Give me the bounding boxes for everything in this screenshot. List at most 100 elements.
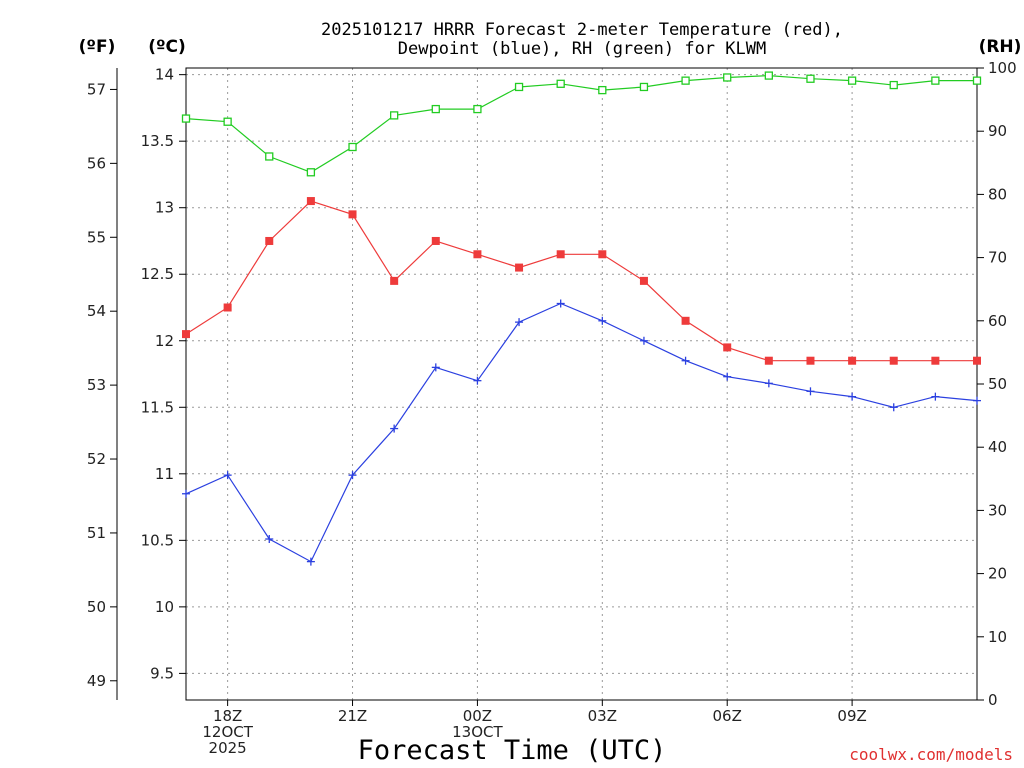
fahrenheit-tick-label: 55 <box>87 228 106 246</box>
fahrenheit-tick-label: 57 <box>87 80 106 98</box>
dewpoint-point <box>431 363 440 372</box>
fahrenheit-tick-label: 50 <box>87 598 106 616</box>
rh-tick-label: 20 <box>988 565 1007 583</box>
rh-point <box>639 82 649 92</box>
2-meter-temperature-point <box>265 236 274 245</box>
x-tick-label: 13OCT <box>452 723 503 741</box>
2-meter-temperature-point <box>681 316 690 325</box>
celsius-tick-label: 11 <box>155 465 174 483</box>
dewpoint-point <box>848 392 857 401</box>
rh-tick-label: 30 <box>988 501 1007 519</box>
2-meter-temperature-point <box>431 236 440 245</box>
rh-unit-label: (RH) <box>979 37 1022 57</box>
rh-point <box>473 104 482 114</box>
rh-point <box>514 82 524 92</box>
dewpoint-point <box>973 396 981 405</box>
rh-point <box>556 79 565 88</box>
rh-tick-label: 0 <box>988 691 998 709</box>
celsius-tick-label: 10 <box>155 598 174 616</box>
rh-point <box>265 152 274 161</box>
chart-title-line-2: Dewpoint (blue), RH (green) for KLWM <box>398 39 766 59</box>
celsius-tick-label: 13 <box>155 199 174 217</box>
x-tick-label: 2025 <box>209 739 247 757</box>
dewpoint-point <box>806 387 815 396</box>
2-meter-temperature-point <box>639 276 648 285</box>
rh-point <box>972 76 982 85</box>
dewpoint-point <box>390 424 399 433</box>
celsius-tick-label: 10.5 <box>141 531 174 549</box>
celsius-tick-label: 11.5 <box>141 398 174 416</box>
dewpoint-point <box>931 392 940 401</box>
x-tick-label: 21Z <box>338 707 367 725</box>
fahrenheit-tick-label: 56 <box>87 154 106 172</box>
celsius-tick-label: 14 <box>155 66 174 84</box>
dewpoint-point <box>889 403 898 412</box>
fahrenheit-tick-label: 51 <box>87 524 106 542</box>
rh-point <box>723 73 732 82</box>
x-axis-label: Forecast Time (UTC) <box>358 735 667 766</box>
2-meter-temperature-point <box>223 303 232 312</box>
x-tick-label: 12OCT <box>202 723 253 741</box>
rh-point <box>181 114 191 123</box>
fahrenheit-tick-label: 54 <box>87 302 106 320</box>
dewpoint-point <box>764 379 773 388</box>
rh-point <box>598 85 607 95</box>
rh-point <box>306 168 316 177</box>
source-credit: coolwx.com/models <box>849 745 1013 764</box>
2-meter-temperature-point <box>473 250 482 259</box>
2-meter-temperature-point <box>764 356 773 365</box>
rh-point <box>806 74 815 83</box>
chart-title-line-1: 2025101217 HRRR Forecast 2-meter Tempera… <box>321 20 843 40</box>
rh-point <box>889 80 898 90</box>
rh-point <box>931 76 940 85</box>
2-meter-temperature-point <box>723 343 732 352</box>
2-meter-temperature-point <box>306 197 315 206</box>
2-meter-temperature-point <box>598 250 607 259</box>
2-meter-temperature-point <box>931 356 940 365</box>
dewpoint-point <box>598 316 607 325</box>
rh-tick-label: 10 <box>988 628 1007 646</box>
rh-point <box>847 76 857 85</box>
rh-tick-label: 60 <box>988 312 1007 330</box>
dewpoint-point <box>265 535 274 544</box>
rh-tick-label: 70 <box>988 249 1007 267</box>
dewpoint-series <box>182 299 981 566</box>
celsius-unit-label: (ºC) <box>148 37 186 57</box>
rh-tick-label: 90 <box>988 122 1007 140</box>
x-tick-label: 06Z <box>713 707 742 725</box>
dewpoint-point <box>723 372 732 381</box>
2-meter-temperature-series <box>182 197 981 365</box>
dewpoint-point <box>681 356 690 365</box>
2-meter-temperature-point <box>390 276 399 285</box>
rh-point <box>681 76 690 85</box>
rh-line <box>185 74 977 173</box>
2-meter-temperature-point <box>848 356 857 365</box>
x-tick-label: 00Z <box>463 707 492 725</box>
rh-point <box>431 104 440 114</box>
celsius-tick-label: 12.5 <box>141 265 174 283</box>
2-meter-temperature-line <box>185 200 977 362</box>
fahrenheit-unit-label: (ºF) <box>79 37 116 57</box>
rh-point <box>348 142 357 152</box>
2-meter-temperature-point <box>348 210 357 219</box>
celsius-tick-label: 13.5 <box>141 132 174 150</box>
x-tick-label: 03Z <box>588 707 617 725</box>
rh-tick-label: 50 <box>988 375 1007 393</box>
rh-tick-label: 80 <box>988 185 1007 203</box>
dewpoint-point <box>223 471 232 480</box>
celsius-tick-label: 12 <box>155 332 174 350</box>
rh-point <box>390 111 399 120</box>
data-series <box>181 71 982 566</box>
dewpoint-point <box>515 318 524 327</box>
2-meter-temperature-point <box>973 356 981 365</box>
2-meter-temperature-point <box>556 250 565 259</box>
dewpoint-point <box>473 376 482 385</box>
grid-lines <box>186 68 977 700</box>
dewpoint-line <box>185 302 978 563</box>
celsius-tick-label: 9.5 <box>150 664 174 682</box>
rh-tick-label: 40 <box>988 438 1007 456</box>
plot-frame <box>185 67 978 701</box>
2-meter-temperature-point <box>806 356 815 365</box>
dewpoint-point <box>182 489 190 498</box>
